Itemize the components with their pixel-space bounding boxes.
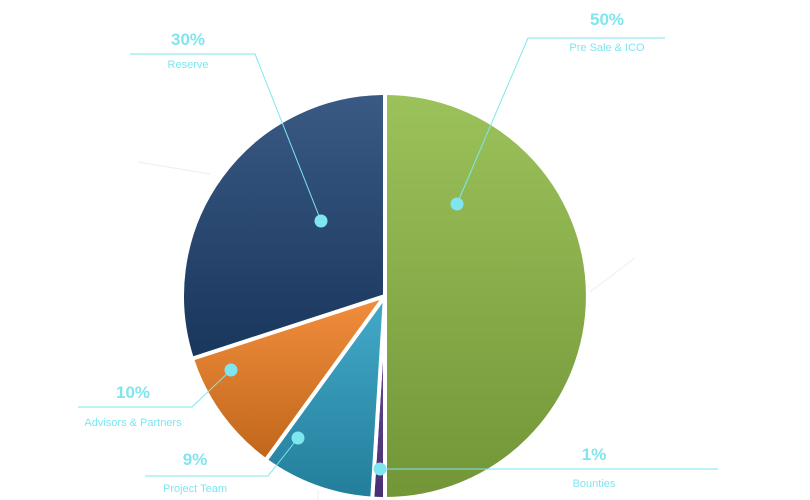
slice-percent-bounties: 1% [582, 445, 607, 464]
leader-line-advisors-partners [78, 369, 232, 408]
leader-line-project-team [145, 437, 299, 477]
pie-slice-pre-sale-ico [383, 91, 590, 500]
slice-label-advisors-partners: Advisors & Partners [84, 417, 182, 429]
leader-lines [78, 37, 718, 477]
slice-labels: 50% Pre Sale & ICO 1% Bounties 9% Project Tea… [84, 10, 645, 495]
pie-slice-advisors-partners [189, 294, 387, 463]
leader-dot-pre-sale-ico [450, 197, 464, 211]
slice-percent-reserve: 30% [171, 30, 205, 49]
pie-slices [180, 91, 590, 500]
slice-label-bounties: Bounties [573, 478, 616, 490]
leader-dot-project-team [291, 431, 305, 445]
slice-label-reserve: Reserve [168, 59, 209, 71]
background-line [589, 257, 636, 293]
leader-dot-bounties [373, 462, 387, 476]
slice-percent-project-team: 9% [183, 450, 208, 469]
leader-line-pre-sale-ico [456, 37, 665, 205]
pie-slice-reserve [180, 91, 387, 361]
leader-dot-advisors-partners [224, 363, 238, 377]
pie-slice-project-team [263, 294, 387, 500]
slice-label-project-team: Project Team [163, 483, 227, 495]
leader-line-reserve [130, 53, 322, 222]
leader-dot-reserve [314, 214, 328, 228]
background-lines [137, 161, 636, 500]
slice-label-pre-sale-ico: Pre Sale & ICO [569, 42, 645, 54]
slice-percent-pre-sale-ico: 50% [590, 10, 624, 29]
background-line [137, 161, 211, 175]
slice-percent-advisors-partners: 10% [116, 383, 150, 402]
